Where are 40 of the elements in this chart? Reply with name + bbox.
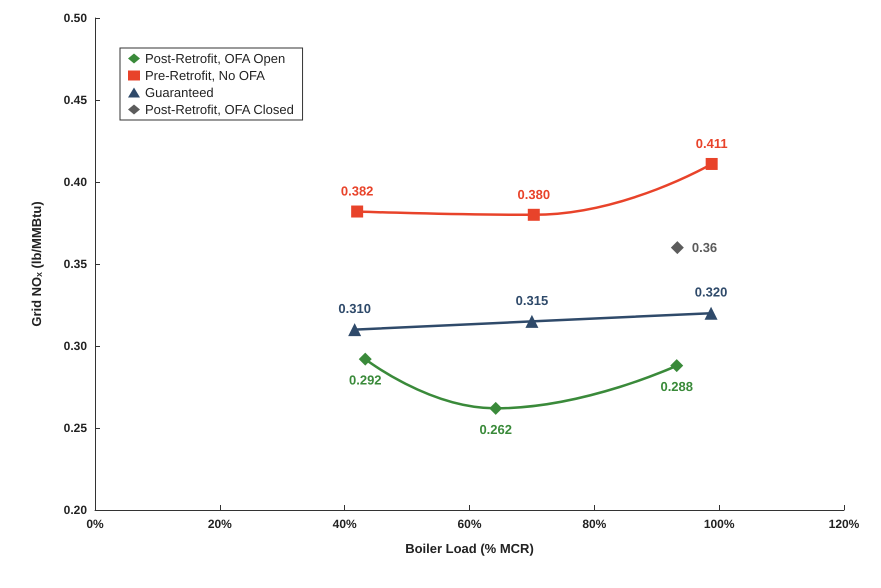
data-label: 0.315 (516, 292, 548, 308)
point (348, 323, 362, 336)
y-axis-title: Grid NOₓ (lb/MMBtu) (29, 201, 44, 327)
data-label: 0.262 (479, 422, 512, 437)
point (528, 208, 540, 221)
point (351, 206, 364, 218)
y-tick-label: 0.25 (64, 421, 88, 435)
x-tick-label: 80% (582, 517, 607, 531)
point (670, 359, 684, 372)
x-tick-label: 100% (704, 517, 735, 531)
x-tick-label: 40% (332, 517, 357, 531)
data-label: 0.36 (692, 240, 718, 256)
data-label: 0.288 (660, 379, 693, 394)
point (489, 402, 502, 415)
y-tick-label: 0.20 (64, 503, 88, 517)
data-label: 0.382 (340, 184, 374, 199)
legend-label: Guaranteed (145, 85, 214, 100)
x-tick-label: 60% (457, 517, 482, 531)
data-label: 0.310 (338, 301, 371, 316)
y-tick-label: 0.40 (64, 175, 88, 189)
y-tick-label: 0.50 (64, 11, 88, 25)
y-tick-label: 0.30 (64, 339, 88, 353)
x-tick-label: 0% (86, 517, 104, 531)
point (704, 306, 718, 320)
data-label: 0.411 (696, 136, 728, 151)
point (670, 241, 684, 254)
legend-label: Post-Retrofit, OFA Open (145, 51, 286, 66)
legend-label: Pre-Retrofit, No OFA (145, 68, 266, 83)
y-tick-label: 0.35 (64, 257, 88, 271)
data-label: 0.292 (348, 372, 382, 388)
point (525, 314, 538, 328)
x-tick-label: 120% (828, 517, 860, 531)
data-label: 0.380 (518, 186, 550, 202)
legend-label: Post-Retrofit, OFA Closed (145, 102, 294, 117)
point (358, 352, 372, 366)
x-tick-label: 20% (208, 517, 232, 531)
x-axis-title: Boiler Load (% MCR) (405, 541, 534, 556)
y-tick-label: 0.45 (64, 93, 88, 107)
point (706, 158, 718, 170)
data-label: 0.320 (694, 284, 728, 300)
